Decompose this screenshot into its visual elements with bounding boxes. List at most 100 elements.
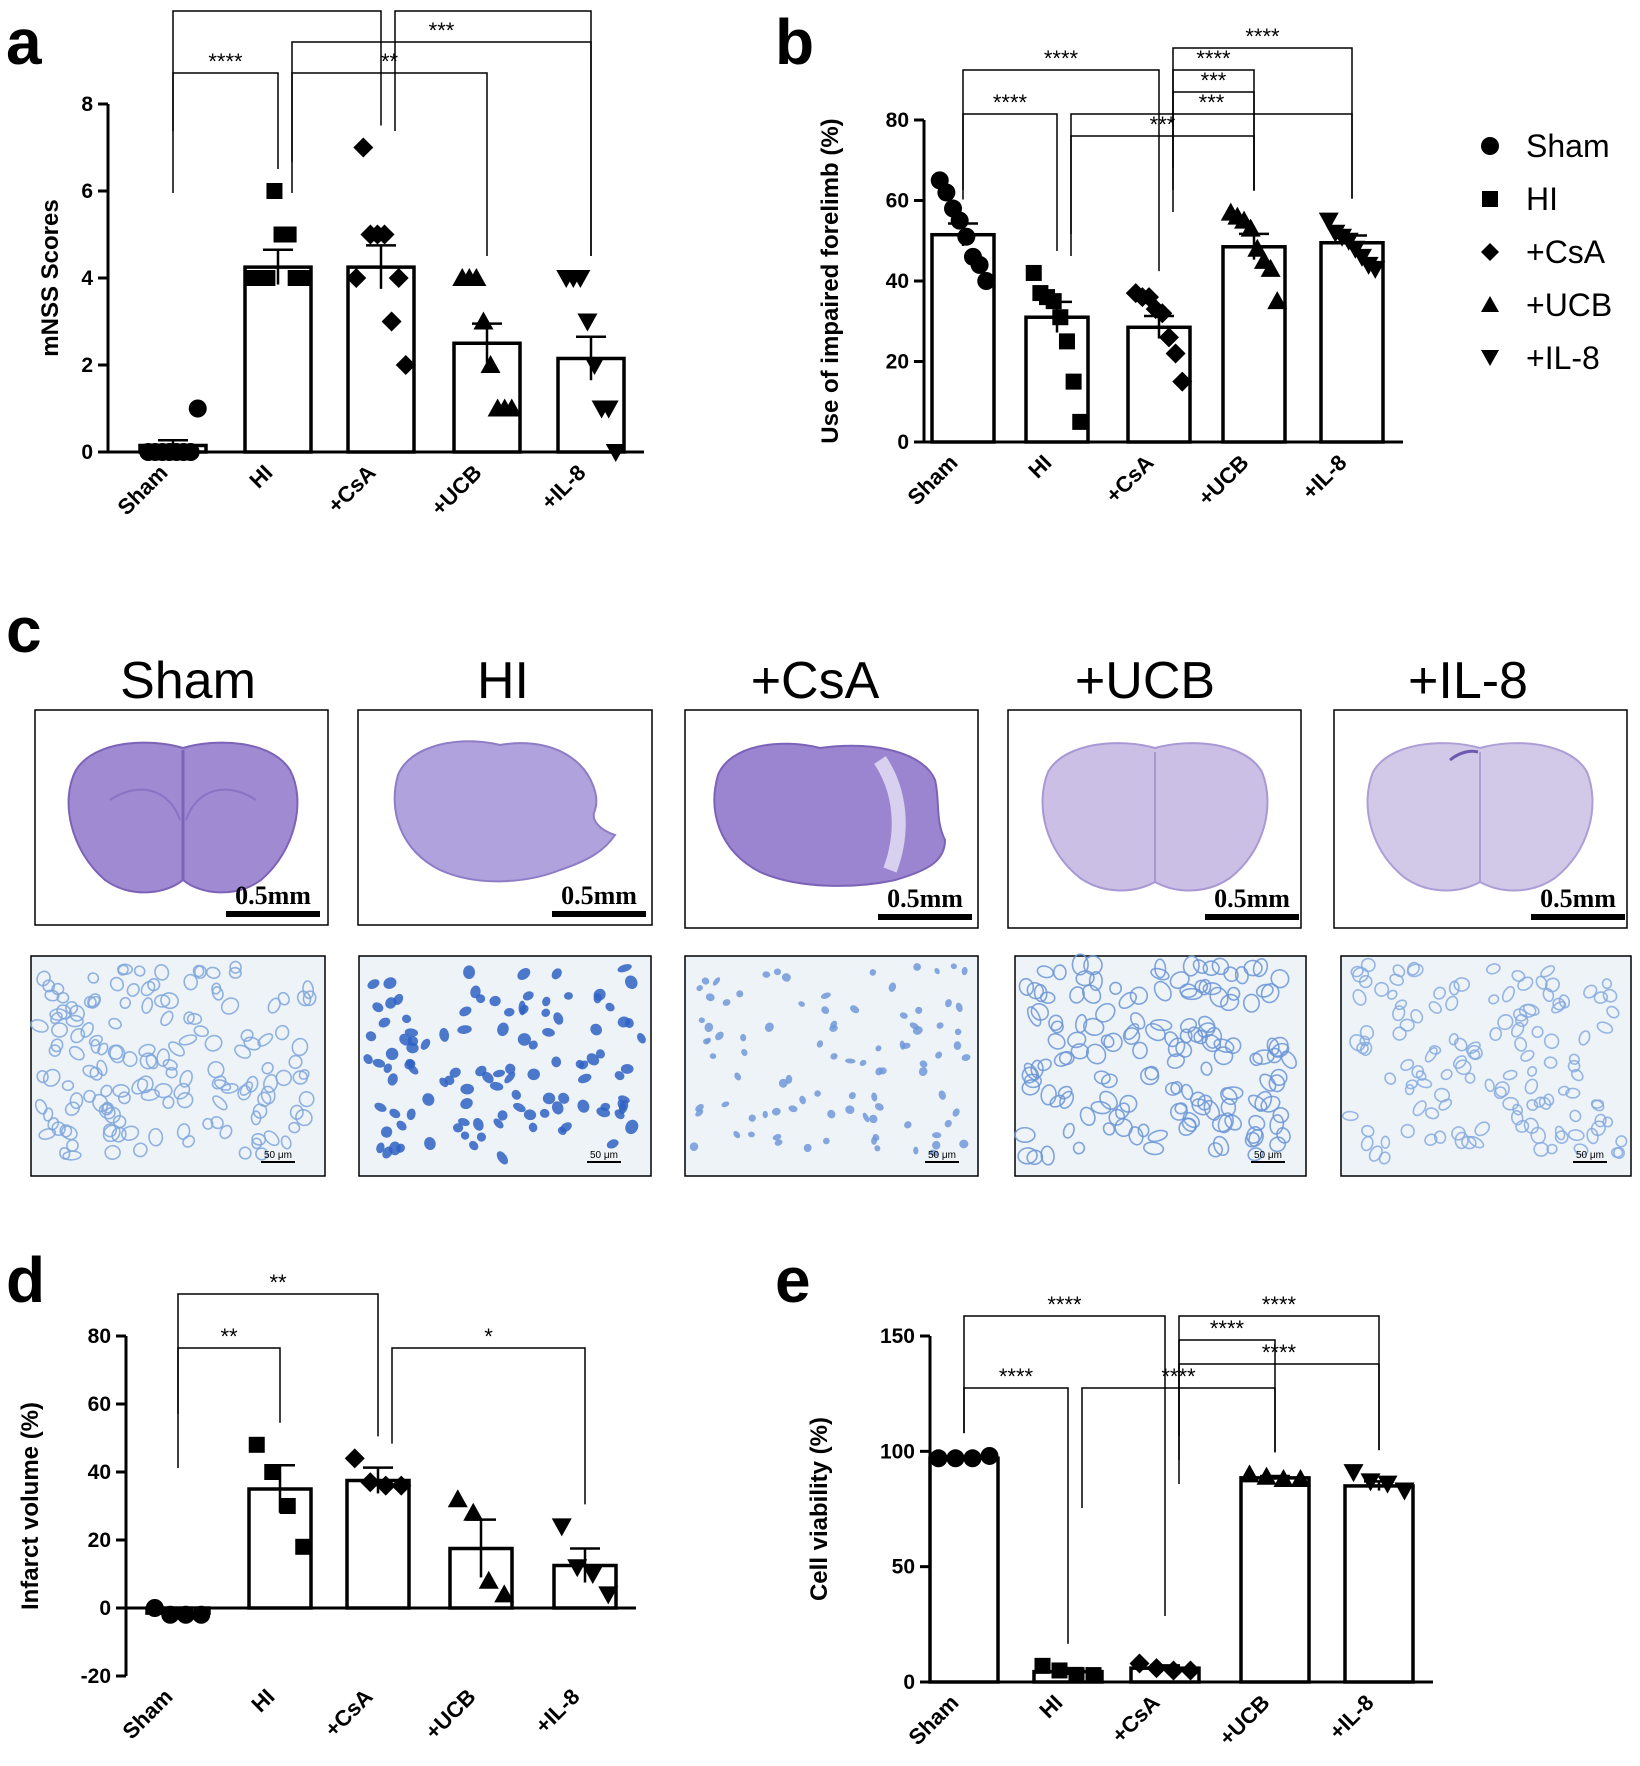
x-category-label-sham: Sham bbox=[902, 450, 962, 510]
data-point-hi bbox=[279, 1498, 296, 1514]
significance-bracket: ** bbox=[291, 49, 488, 256]
significance-label: * bbox=[484, 1324, 493, 1349]
significance-label: **** bbox=[1044, 46, 1079, 71]
data-point-ucb bbox=[501, 398, 522, 417]
legend-label-il8: +IL-8 bbox=[1526, 340, 1600, 376]
brain-section-hi: 0.5mm bbox=[357, 709, 653, 926]
legend: Sham HI +CsA +UCB +IL-8 bbox=[1481, 128, 1612, 376]
x-category-label-il-8: +IL-8 bbox=[530, 1684, 584, 1738]
scale-bar-label-small: 50 μm bbox=[1576, 1150, 1604, 1161]
data-point-hi bbox=[1025, 264, 1042, 281]
significance-bracket: **** bbox=[1178, 1340, 1380, 1484]
data-point-csa bbox=[346, 268, 367, 288]
data-point-hi bbox=[266, 183, 283, 199]
brain-section-csa: 0.5mm bbox=[684, 709, 979, 929]
data-point-csa bbox=[375, 1475, 396, 1496]
significance-bracket: *** bbox=[1070, 112, 1255, 256]
data-point-csa bbox=[388, 268, 409, 288]
x-category-label-hi: HI bbox=[1034, 1690, 1067, 1723]
x-category-label-csa: +CsA bbox=[323, 460, 381, 518]
brain-section-ucb: 0.5mm bbox=[1007, 709, 1302, 929]
data-point-ucb bbox=[480, 355, 501, 373]
y-tick-label: -20 bbox=[81, 1665, 111, 1688]
data-point-hi bbox=[295, 1538, 312, 1555]
legend-entry-hi: HI bbox=[1482, 181, 1558, 217]
panel-label-a: a bbox=[6, 6, 42, 78]
significance-bracket: *** bbox=[1070, 90, 1353, 234]
significance-label: **** bbox=[208, 49, 243, 74]
error-bar-hi bbox=[263, 248, 293, 285]
significance-label: ** bbox=[381, 49, 399, 74]
data-point-csa bbox=[1158, 327, 1179, 348]
significance-bracket: * bbox=[391, 1324, 586, 1505]
x-category-label-ucb: +UCB bbox=[1214, 1690, 1274, 1750]
diamond-marker-icon bbox=[1481, 243, 1499, 261]
significance-label: **** bbox=[993, 90, 1028, 115]
bar-ucb bbox=[1221, 245, 1287, 444]
data-point-il-8 bbox=[577, 313, 598, 332]
x-category-label-ucb: +UCB bbox=[426, 460, 486, 520]
data-point-csa bbox=[395, 355, 416, 375]
y-tick-label: 0 bbox=[903, 1671, 915, 1694]
group-title-csa: +CsA bbox=[751, 652, 880, 710]
data-point-sham bbox=[937, 183, 956, 202]
significance-label: **** bbox=[1161, 1364, 1196, 1389]
scale-bar-label-small: 50 μm bbox=[1254, 1150, 1282, 1161]
bar-sham bbox=[928, 1456, 1000, 1684]
significance-label: **** bbox=[260, 0, 295, 12]
nissl-micrograph-sham: 50 μm bbox=[30, 955, 326, 1177]
y-tick-label: 20 bbox=[88, 1529, 111, 1552]
scale-bar-label-small: 50 μm bbox=[590, 1150, 618, 1161]
x-category-label-il-8: +IL-8 bbox=[536, 460, 590, 514]
panel-label-e: e bbox=[775, 1244, 811, 1316]
data-point-sham bbox=[181, 443, 200, 461]
data-point-il-8 bbox=[551, 1518, 572, 1537]
x-category-label-csa: +CsA bbox=[1101, 450, 1159, 508]
data-point-csa bbox=[1180, 1660, 1201, 1681]
data-point-ucb bbox=[1273, 1469, 1294, 1488]
data-point-sham bbox=[929, 1449, 948, 1468]
significance-label: *** bbox=[1150, 112, 1176, 137]
significance-label: **** bbox=[1262, 1340, 1297, 1365]
legend-entry-sham: Sham bbox=[1481, 128, 1610, 164]
legend-label-hi: HI bbox=[1526, 181, 1558, 217]
y-tick-label: 80 bbox=[886, 109, 909, 132]
significance-bracket: **** bbox=[963, 1364, 1069, 1644]
data-point-hi bbox=[1051, 1662, 1068, 1679]
significance-label: ** bbox=[269, 1270, 287, 1295]
scale-bar-label-small: 50 μm bbox=[928, 1150, 956, 1161]
nissl-micrograph-hi: 50 μm bbox=[358, 955, 652, 1177]
data-point-csa bbox=[1163, 1660, 1184, 1681]
legend-label-sham: Sham bbox=[1526, 128, 1610, 164]
data-point-hi bbox=[259, 270, 276, 286]
x-category-label-sham: Sham bbox=[117, 1684, 177, 1744]
data-point-ucb bbox=[1240, 218, 1261, 237]
group-title-sham: Sham bbox=[120, 652, 256, 710]
scale-bar-label: 0.5mm bbox=[1214, 884, 1290, 913]
data-point-csa bbox=[391, 1475, 412, 1496]
data-point-sham bbox=[950, 211, 969, 230]
significance-label: ** bbox=[484, 0, 502, 12]
bar-csa bbox=[345, 1478, 411, 1610]
scale-bar-label-small: 50 μm bbox=[264, 1150, 292, 1161]
significance-bracket: **** bbox=[963, 1292, 1166, 1616]
data-point-ucb bbox=[447, 1489, 468, 1508]
data-point-csa bbox=[1165, 343, 1186, 364]
data-point-sham bbox=[977, 272, 996, 290]
data-point-hi bbox=[280, 226, 297, 243]
y-tick-label: 50 bbox=[892, 1556, 915, 1579]
y-tick-label: 40 bbox=[886, 270, 909, 293]
y-tick-label: 0 bbox=[897, 431, 909, 454]
y-tick-label: 6 bbox=[81, 180, 93, 203]
significance-label: *** bbox=[1199, 90, 1225, 115]
bar-hi bbox=[243, 265, 313, 454]
scale-bar-label: 0.5mm bbox=[235, 881, 311, 910]
y-tick-label: 8 bbox=[81, 93, 93, 116]
significance-label: **** bbox=[1047, 1292, 1082, 1317]
data-point-csa bbox=[1129, 1653, 1150, 1674]
data-point-sham bbox=[970, 255, 989, 274]
data-point-il-8 bbox=[584, 357, 605, 375]
data-point-hi bbox=[1072, 413, 1089, 430]
data-point-hi bbox=[1065, 373, 1082, 390]
y-tick-label: 0 bbox=[81, 441, 93, 464]
